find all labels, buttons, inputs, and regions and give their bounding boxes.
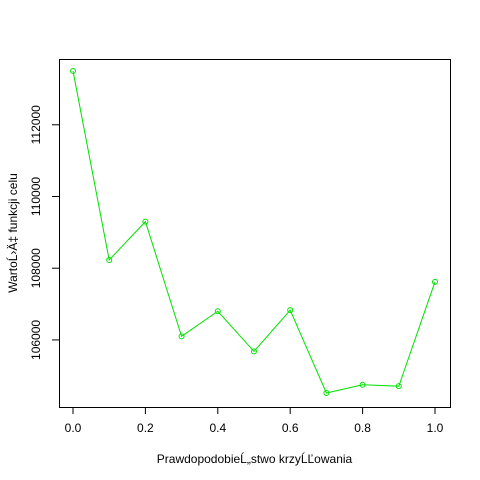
data-point bbox=[106, 256, 113, 263]
x-axis-label: PrawdopodobieĹ„stwo krzyĹĽowania bbox=[157, 451, 353, 466]
series-line bbox=[72, 70, 436, 394]
x-tick-label: 0.0 bbox=[65, 421, 82, 435]
data-point bbox=[251, 348, 257, 355]
x-tick-label: 1.0 bbox=[427, 421, 444, 435]
data-point bbox=[178, 333, 185, 340]
data-point bbox=[359, 381, 366, 388]
series-group bbox=[70, 68, 438, 396]
x-tick-label: 0.8 bbox=[354, 421, 371, 435]
y-tick-label: 108000 bbox=[29, 248, 43, 288]
y-tick-label: 106000 bbox=[29, 320, 43, 360]
x-tick-label: 0.6 bbox=[282, 421, 299, 435]
x-axis: 0.0 0.2 0.4 0.6 0.8 1.0 bbox=[65, 407, 444, 435]
data-point bbox=[70, 68, 76, 74]
data-point bbox=[142, 218, 149, 225]
x-tick-label: 0.2 bbox=[137, 421, 154, 435]
y-axis: 106000 108000 110000 112000 bbox=[29, 105, 60, 360]
y-tick-label: 112000 bbox=[29, 105, 43, 144]
y-tick-label: 110000 bbox=[29, 177, 43, 216]
x-tick-label: 0.4 bbox=[209, 421, 226, 435]
y-axis-label: WartoĹ›Ä‡ funkcji celu bbox=[5, 173, 20, 293]
data-point bbox=[432, 278, 438, 285]
data-point bbox=[395, 383, 402, 390]
data-point bbox=[323, 390, 330, 396]
data-point bbox=[214, 308, 221, 315]
data-point bbox=[287, 307, 294, 314]
